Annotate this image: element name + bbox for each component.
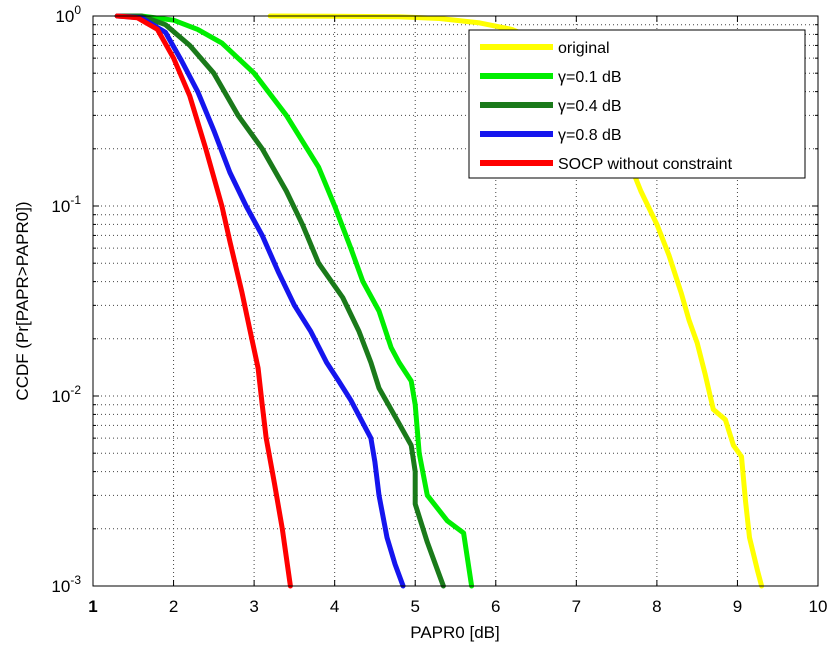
series-line-3 bbox=[114, 13, 406, 589]
y-tick-base: 10 bbox=[51, 387, 70, 406]
y-tick-exponent: -1 bbox=[70, 193, 81, 207]
x-tick-label: 9 bbox=[733, 597, 742, 616]
legend-label-2: γ=0.4 dB bbox=[558, 98, 622, 115]
x-tick-label: 1 bbox=[88, 597, 97, 616]
legend-label-4: SOCP without constraint bbox=[558, 156, 733, 173]
y-tick-base: 10 bbox=[55, 7, 74, 26]
x-tick-label: 6 bbox=[491, 597, 500, 616]
x-tick-label: 7 bbox=[572, 597, 581, 616]
y-tick-exponent: -3 bbox=[70, 573, 81, 587]
x-tick-label: 4 bbox=[330, 597, 339, 616]
x-tick-label: 10 bbox=[809, 597, 828, 616]
series-line-2 bbox=[114, 13, 446, 589]
legend: original γ=0.1 dB γ=0.4 dB γ=0.8 dB SOCP wit… bbox=[468, 29, 806, 179]
ticks-layer bbox=[92, 16, 819, 586]
x-tick-label: 2 bbox=[169, 597, 178, 616]
legend-label-1: γ=0.1 dB bbox=[558, 69, 622, 86]
series-line-0 bbox=[267, 13, 765, 589]
plot-frame bbox=[92, 15, 819, 587]
y-tick-label: 10-1 bbox=[51, 193, 81, 216]
y-tick-exponent: -2 bbox=[70, 383, 81, 397]
y-tick-base: 10 bbox=[51, 197, 70, 216]
y-tick-exponent: 0 bbox=[74, 3, 81, 17]
y-tick-label: 10-3 bbox=[51, 573, 81, 596]
y-axis-label: CCDF (Pr[PAPR>PAPR0]) bbox=[13, 201, 32, 400]
series-line-4 bbox=[114, 13, 293, 589]
x-axis-label: PAPR0 [dB] bbox=[410, 623, 499, 642]
y-tick-label: 10-2 bbox=[51, 383, 81, 406]
y-tick-label: 100 bbox=[55, 3, 81, 26]
y-tick-base: 10 bbox=[51, 577, 70, 596]
x-tick-label: 8 bbox=[652, 597, 661, 616]
x-tick-labels: 1 2 3 4 5 6 7 8 9 10 bbox=[88, 597, 827, 616]
x-tick-label: 3 bbox=[249, 597, 258, 616]
x-tick-label: 5 bbox=[410, 597, 419, 616]
legend-label-0: original bbox=[558, 40, 610, 57]
legend-label-3: γ=0.8 dB bbox=[558, 127, 622, 144]
series-line-1 bbox=[114, 13, 475, 589]
series-layer bbox=[114, 13, 765, 589]
grid-major bbox=[93, 16, 818, 586]
